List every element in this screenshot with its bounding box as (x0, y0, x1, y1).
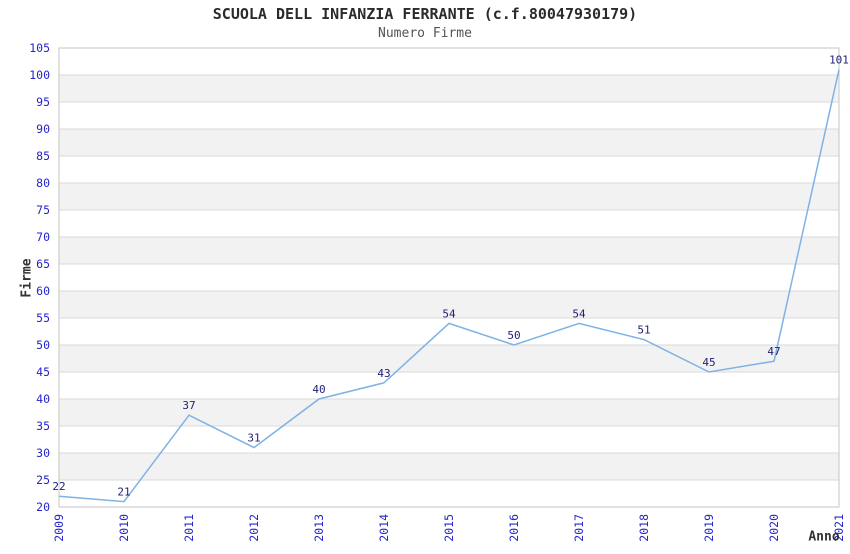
y-tick-label: 25 (36, 473, 50, 487)
x-tick-label: 2014 (377, 514, 391, 542)
y-tick-label: 20 (36, 500, 50, 514)
y-tick-label: 45 (36, 365, 50, 379)
y-tick-label: 50 (36, 338, 50, 352)
grid-band (59, 129, 839, 156)
y-tick-label: 55 (36, 311, 50, 325)
x-tick-label: 2018 (637, 514, 651, 542)
data-point-label: 43 (377, 367, 390, 380)
x-tick-label: 2017 (572, 514, 586, 542)
x-tick-label: 2021 (832, 514, 846, 542)
y-tick-label: 70 (36, 230, 50, 244)
data-point-label: 37 (182, 399, 195, 412)
y-tick-label: 40 (36, 392, 50, 406)
grid-band (59, 399, 839, 426)
grid-band (59, 345, 839, 372)
plot-border (58, 47, 840, 508)
data-point-label: 31 (247, 432, 260, 445)
chart-title: SCUOLA DELL INFANZIA FERRANTE (c.f.80047… (212, 5, 638, 23)
grid-band (59, 291, 839, 318)
grid-band (59, 75, 839, 102)
x-tick-label: 2012 (247, 514, 261, 542)
y-tick-label: 105 (29, 41, 50, 55)
y-tick-label: 80 (36, 176, 50, 190)
x-tick-label: 2011 (182, 514, 196, 542)
x-axis-label: Anno (808, 529, 840, 545)
data-point-label: 101 (829, 54, 849, 67)
x-tick-label: 2016 (507, 514, 521, 542)
y-tick-label: 60 (36, 284, 50, 298)
y-tick-label: 65 (36, 257, 50, 271)
y-tick-label: 35 (36, 419, 50, 433)
data-point-label: 54 (442, 307, 456, 320)
x-tick-label: 2019 (702, 514, 716, 542)
chart-subtitle: Numero Firme (378, 26, 472, 41)
data-point-label: 54 (572, 307, 586, 320)
x-tick-label: 2009 (52, 514, 66, 542)
y-tick-label: 85 (36, 149, 50, 163)
data-point-label: 22 (52, 480, 65, 493)
data-point-label: 47 (767, 345, 780, 358)
grid-band (59, 237, 839, 264)
y-axis-label: Firme (19, 258, 35, 298)
x-tick-label: 2013 (312, 514, 326, 542)
data-point-label: 45 (702, 356, 715, 369)
grid-band (59, 183, 839, 210)
y-tick-label: 100 (29, 68, 50, 82)
x-tick-label: 2010 (117, 514, 131, 542)
y-tick-label: 75 (36, 203, 50, 217)
y-tick-label: 30 (36, 446, 50, 460)
x-tick-label: 2020 (767, 514, 781, 542)
data-point-label: 40 (312, 383, 325, 396)
x-tick-label: 2015 (442, 514, 456, 542)
data-point-label: 21 (117, 486, 130, 499)
data-point-label: 51 (637, 324, 650, 337)
data-point-label: 50 (507, 329, 520, 342)
y-tick-label: 90 (36, 122, 50, 136)
grid-band (59, 453, 839, 480)
data-line (58, 69, 840, 503)
y-tick-label: 95 (36, 95, 50, 109)
